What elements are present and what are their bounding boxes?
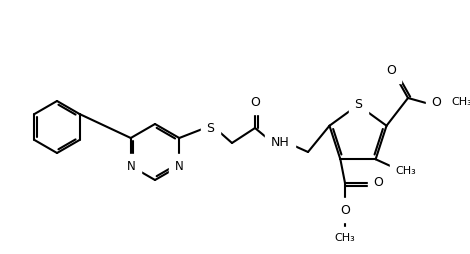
Text: O: O <box>340 203 350 216</box>
Text: O: O <box>431 97 441 109</box>
Text: O: O <box>373 177 383 189</box>
Text: CH₃: CH₃ <box>452 97 470 107</box>
Text: S: S <box>354 99 362 112</box>
Text: O: O <box>250 96 260 108</box>
Text: O: O <box>386 65 396 77</box>
Text: N: N <box>126 160 135 172</box>
Text: S: S <box>206 121 214 135</box>
Text: CH₃: CH₃ <box>335 233 355 243</box>
Text: CH₃: CH₃ <box>395 166 416 176</box>
Text: N: N <box>175 160 184 172</box>
Text: NH: NH <box>271 136 290 150</box>
